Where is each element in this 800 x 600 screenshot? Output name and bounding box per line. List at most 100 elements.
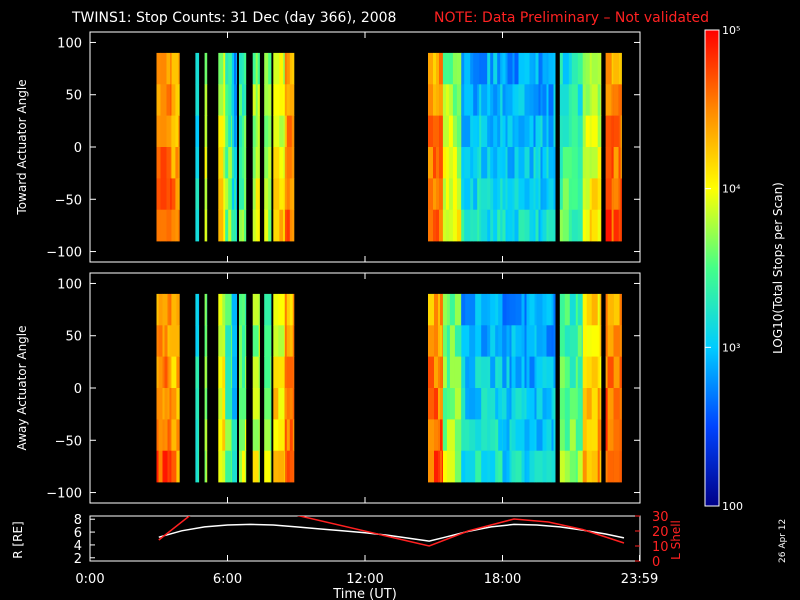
data-cell: [270, 388, 272, 420]
data-cell: [577, 84, 583, 116]
data-cell: [442, 293, 444, 326]
data-cell: [278, 388, 285, 420]
data-cell: [620, 147, 622, 179]
data-cell: [568, 115, 573, 148]
data-cell: [167, 325, 170, 357]
data-cell: [542, 178, 547, 211]
data-segment: [284, 293, 295, 483]
data-cell: [553, 178, 556, 211]
y2-tick-label: 20: [652, 525, 669, 540]
data-cell: [218, 450, 223, 483]
data-cell: [585, 209, 590, 242]
data-cell: [524, 419, 527, 452]
data-cell: [452, 84, 458, 116]
data-cell: [445, 115, 450, 148]
data-cell: [446, 419, 451, 452]
data-segment: [171, 293, 180, 483]
data-cell: [553, 356, 556, 389]
data-cell: [514, 115, 519, 148]
data-cell: [542, 147, 547, 179]
data-cell: [470, 84, 474, 116]
data-cell: [454, 450, 462, 483]
data-cell: [156, 209, 161, 242]
data-cell: [582, 178, 586, 211]
data-cell: [195, 325, 199, 357]
data-cell: [442, 209, 447, 242]
data-cell: [264, 356, 271, 389]
data-cell: [264, 178, 269, 211]
data-segment: [218, 293, 226, 483]
data-cell: [225, 450, 232, 483]
data-cell: [273, 209, 280, 242]
data-cell: [440, 419, 443, 452]
data-cell: [198, 450, 200, 483]
colorbar-tick-label: 100: [722, 500, 743, 513]
data-cell: [223, 178, 226, 211]
data-cell: [511, 325, 516, 357]
data-cell: [279, 115, 284, 148]
data-cell: [526, 356, 530, 389]
data-cell: [204, 52, 207, 85]
data-cell: [577, 325, 583, 357]
data-cell: [518, 52, 525, 85]
data-cell: [538, 178, 541, 211]
data-cell: [605, 388, 608, 420]
data-cell: [511, 419, 516, 452]
data-cell: [512, 52, 515, 85]
data-cell: [292, 325, 295, 357]
data-cell: [178, 84, 180, 116]
data-cell: [289, 115, 293, 148]
data-cell: [257, 84, 260, 116]
data-cell: [511, 450, 516, 483]
data-cell: [156, 388, 159, 420]
data-cell: [591, 325, 598, 357]
data-cell: [232, 52, 235, 85]
data-cell: [273, 356, 279, 389]
data-cell: [198, 388, 200, 420]
data-cell: [577, 178, 583, 211]
data-cell: [255, 84, 258, 116]
data-cell: [535, 52, 539, 85]
data-cell: [582, 293, 587, 326]
data-cell: [234, 52, 237, 85]
data-cell: [502, 178, 506, 211]
data-cell: [487, 356, 491, 389]
data-cell: [270, 450, 272, 483]
data-cell: [509, 388, 512, 420]
data-cell: [169, 388, 172, 420]
data-cell: [428, 84, 434, 116]
data-cell: [542, 419, 547, 452]
data-cell: [490, 450, 496, 483]
data-cell: [439, 178, 444, 211]
data-cell: [156, 356, 159, 389]
data-cell: [512, 209, 515, 242]
data-cell: [242, 356, 246, 389]
data-cell: [283, 52, 286, 85]
data-segment: [264, 293, 272, 483]
data-cell: [582, 450, 587, 483]
data-cell: [562, 178, 570, 211]
data-cell: [568, 52, 573, 85]
data-cell: [490, 115, 494, 148]
data-segment: [559, 52, 583, 242]
data-segment: [195, 52, 200, 242]
data-cell: [597, 84, 601, 116]
data-cell: [529, 293, 535, 326]
data-cell: [498, 293, 503, 326]
date-stamp: 26 Apr 12: [778, 519, 788, 563]
data-cell: [553, 293, 556, 326]
data-cell: [206, 450, 208, 483]
preliminary-note: NOTE: Data Preliminary – Not validated: [434, 10, 709, 26]
data-cell: [286, 147, 291, 179]
data-cell: [218, 209, 224, 242]
data-cell: [436, 115, 440, 148]
data-cell: [292, 419, 295, 452]
data-cell: [286, 209, 291, 242]
data-cell: [585, 84, 590, 116]
data-cell: [162, 419, 165, 452]
data-cell: [206, 293, 208, 326]
data-cell: [257, 178, 260, 211]
data-cell: [195, 84, 200, 116]
data-cell: [195, 450, 199, 483]
data-cell: [232, 419, 237, 452]
